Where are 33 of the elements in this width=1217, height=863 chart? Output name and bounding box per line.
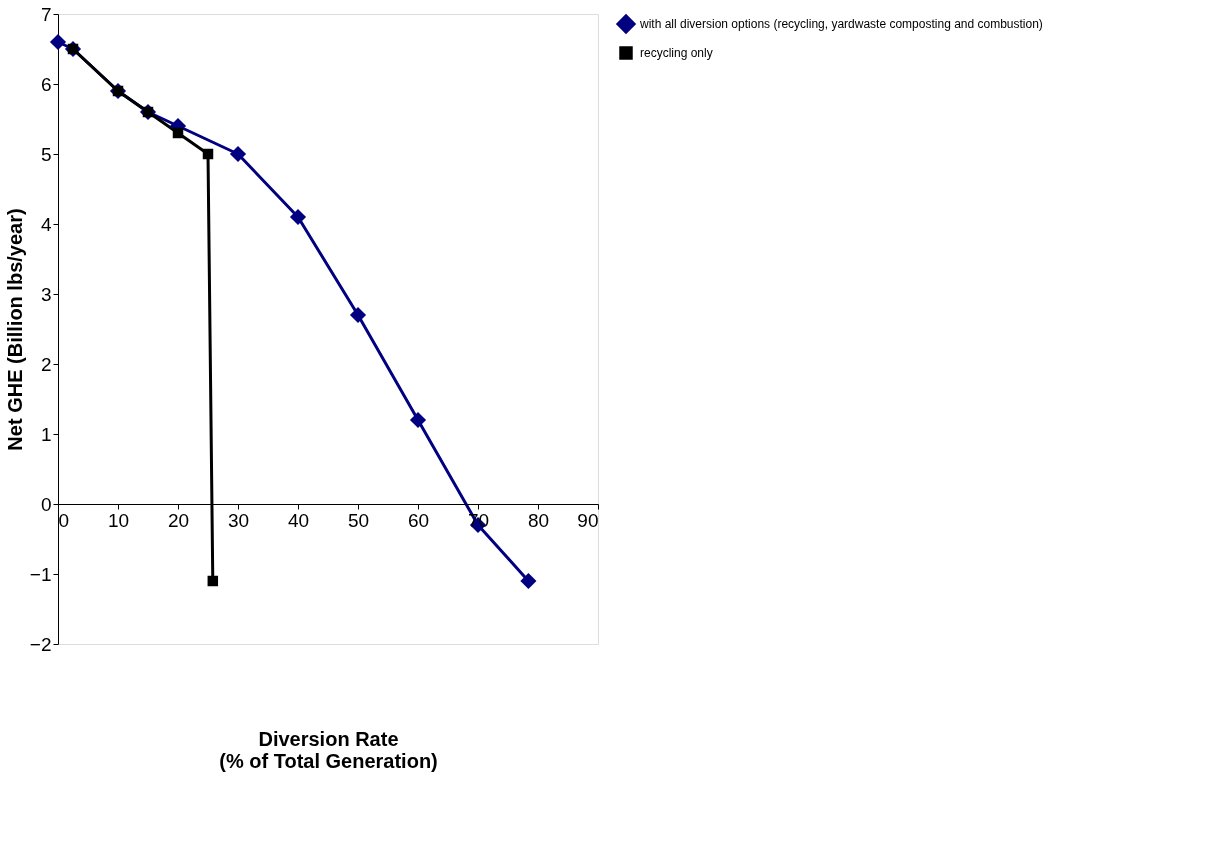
y-tick-label: 5 — [40, 143, 52, 165]
point — [172, 127, 184, 139]
x-tick-label: 0 — [58, 509, 70, 531]
x-tick-label: 20 — [167, 509, 190, 531]
point — [229, 145, 247, 163]
legend-label: recycling only — [640, 46, 713, 60]
y-tick-label: 6 — [40, 73, 52, 95]
y-tick-label: 1 — [40, 423, 52, 445]
x-tick-label: 10 — [107, 509, 130, 531]
y-tick-label: 7 — [40, 3, 52, 25]
x-axis-title: Diversion Rate (% of Total Generation) — [219, 727, 438, 772]
x-tick-label: 40 — [287, 509, 310, 531]
point — [289, 208, 307, 226]
y-tick-label: 0 — [40, 493, 52, 515]
x-tick-label: 90 — [577, 509, 599, 531]
x-tick-label: 80 — [527, 509, 550, 531]
x-tick-label: 30 — [227, 509, 250, 531]
y-tick-label: 2 — [40, 353, 52, 375]
y-tick-label: 3 — [40, 283, 52, 305]
point — [520, 572, 537, 590]
y-tick-label: 4 — [40, 213, 52, 235]
x-tick-label: 50 — [347, 509, 370, 531]
legend-label: with all diversion options (recycling, yardwaste composting and combustion) — [639, 17, 1043, 31]
point — [207, 575, 219, 587]
x-tick-label: 60 — [407, 509, 430, 531]
point — [409, 411, 427, 429]
point — [202, 148, 214, 160]
y-tick-label: −2 — [29, 633, 52, 655]
y-tick-label: −1 — [29, 563, 52, 585]
x-tick-label: 70 — [467, 509, 490, 531]
y-axis-title: Net GHE (Billion lbs/year) — [3, 208, 26, 451]
point — [49, 33, 67, 51]
point — [349, 306, 367, 324]
